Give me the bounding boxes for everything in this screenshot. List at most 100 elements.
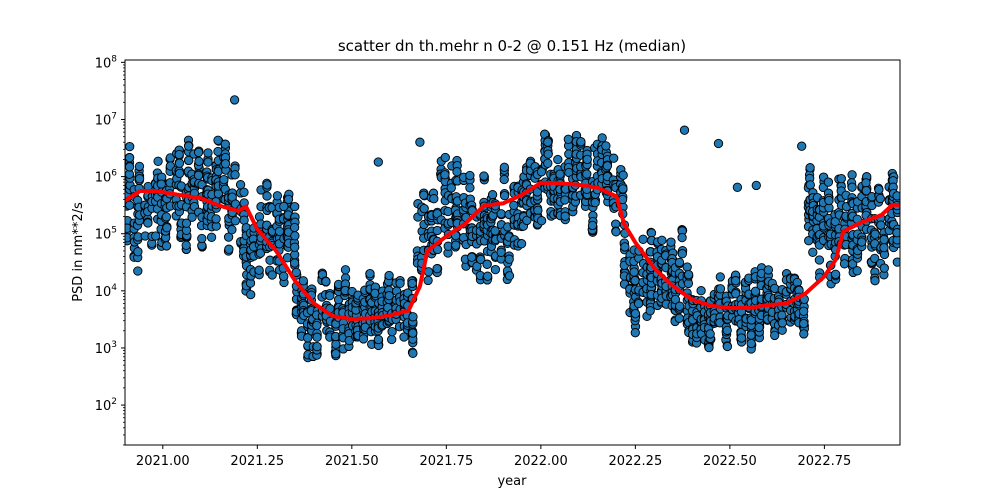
data-point <box>415 137 425 147</box>
x-tick-label: 2022.00 <box>514 454 568 469</box>
data-point <box>751 180 761 191</box>
data-point <box>227 225 237 235</box>
data-point <box>861 178 871 188</box>
data-point <box>162 223 172 233</box>
data-point <box>750 286 761 296</box>
data-point <box>857 237 867 247</box>
data-point <box>331 349 341 359</box>
data-point <box>183 141 194 151</box>
data-point <box>384 291 394 301</box>
data-point <box>279 201 289 212</box>
data-point <box>407 278 417 289</box>
data-point <box>879 234 889 245</box>
data-point <box>713 138 724 149</box>
data-point <box>423 275 433 286</box>
data-point <box>777 310 787 320</box>
data-point <box>543 158 553 168</box>
data-point <box>230 170 240 180</box>
data-point <box>321 276 331 287</box>
data-point <box>125 162 135 172</box>
data-point <box>125 141 135 152</box>
data-point <box>560 211 570 221</box>
data-point <box>134 174 145 184</box>
data-point <box>290 231 300 241</box>
data-point <box>705 329 715 339</box>
x-tick-label: 2021.25 <box>230 454 284 469</box>
data-point <box>799 329 809 339</box>
data-point <box>892 191 900 201</box>
data-point <box>609 153 619 163</box>
data-point <box>657 235 667 245</box>
data-point <box>235 180 246 190</box>
data-point <box>399 332 409 342</box>
data-point <box>645 306 655 316</box>
data-point <box>683 269 694 280</box>
data-point <box>395 278 405 288</box>
data-point <box>203 148 213 158</box>
data-point <box>220 139 230 149</box>
data-point <box>824 195 834 206</box>
plot-area <box>124 59 901 446</box>
data-point <box>618 184 628 194</box>
data-point <box>808 247 818 257</box>
data-point <box>432 264 442 274</box>
data-point <box>560 195 570 205</box>
data-point <box>387 326 397 337</box>
data-point <box>451 240 461 250</box>
data-point <box>677 232 687 243</box>
data-point <box>611 227 621 237</box>
data-point <box>722 325 732 336</box>
y-tick-label: 107 <box>95 111 117 128</box>
data-point <box>440 152 450 163</box>
data-point <box>340 265 351 275</box>
data-point <box>879 263 889 273</box>
data-point <box>487 190 498 200</box>
data-point <box>633 298 644 309</box>
y-tick-label: 106 <box>95 169 118 186</box>
data-point <box>239 187 249 197</box>
data-point <box>490 226 500 236</box>
data-point <box>576 137 586 147</box>
data-point <box>408 348 418 358</box>
data-point <box>630 275 640 286</box>
data-point <box>289 258 300 268</box>
data-point <box>408 328 418 338</box>
x-tick-label: 2022.75 <box>798 454 852 469</box>
data-point <box>861 186 871 196</box>
data-point <box>465 183 475 193</box>
data-point <box>230 216 241 226</box>
data-point <box>499 162 510 172</box>
data-point <box>892 257 900 267</box>
y-tick-label: 104 <box>95 283 118 300</box>
data-point <box>197 233 207 244</box>
data-point <box>312 320 322 331</box>
data-point <box>746 330 756 340</box>
data-point <box>839 259 850 269</box>
data-point <box>715 284 726 294</box>
data-point <box>174 158 185 168</box>
data-point <box>536 167 547 177</box>
data-point <box>262 180 272 190</box>
data-point <box>479 171 489 181</box>
data-point <box>274 226 285 237</box>
data-point <box>298 276 308 286</box>
data-point <box>504 271 515 281</box>
data-point <box>220 159 231 169</box>
data-point <box>629 267 639 277</box>
data-point <box>272 191 283 201</box>
data-point <box>704 342 714 353</box>
data-point <box>161 241 172 251</box>
data-point <box>255 248 266 258</box>
data-point <box>161 212 172 222</box>
data-point <box>465 170 475 181</box>
data-point <box>597 133 607 143</box>
y-tick-label: 108 <box>95 54 118 71</box>
data-point <box>224 244 234 254</box>
data-point <box>174 168 185 179</box>
data-point <box>365 268 375 279</box>
data-point <box>290 242 300 252</box>
y-tick-label: 105 <box>95 226 117 243</box>
data-point <box>181 240 191 250</box>
data-point <box>879 242 889 253</box>
data-point <box>143 218 153 228</box>
